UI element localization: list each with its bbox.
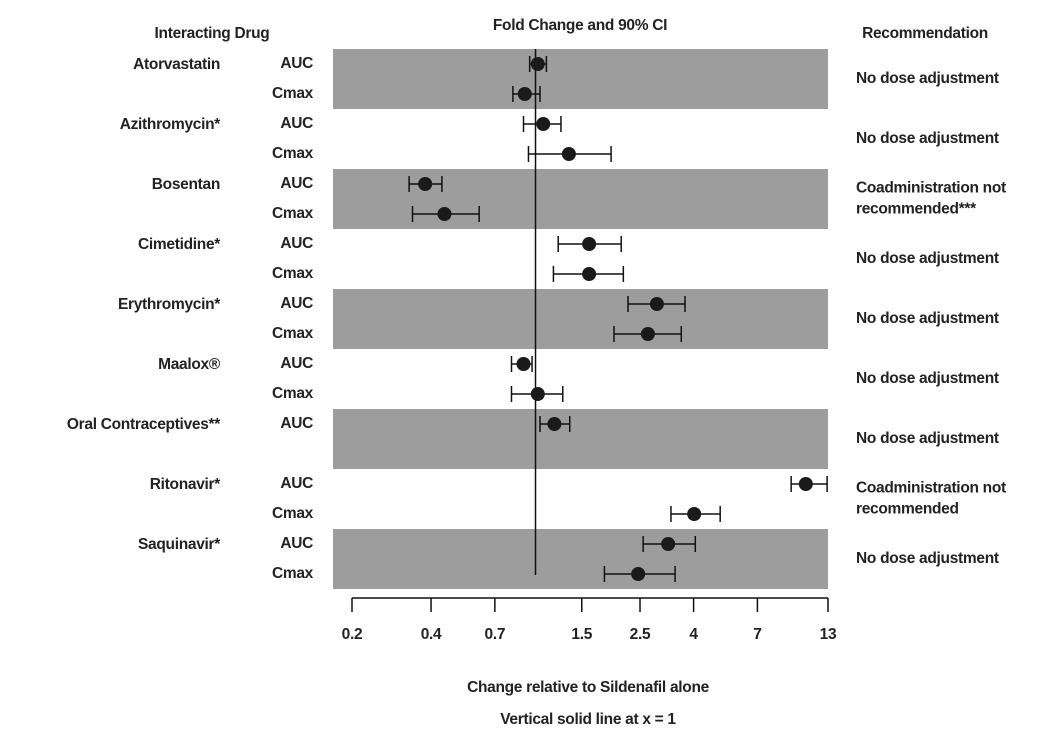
drug-label: Bosentan: [152, 176, 220, 193]
recommendation: recommended***: [856, 201, 977, 218]
x-tick-label: 2.5: [630, 626, 651, 643]
band: [333, 169, 828, 229]
point-estimate: [530, 57, 545, 71]
point-estimate: [516, 357, 531, 371]
measure-label: Cmax: [272, 85, 314, 102]
measure-label: Cmax: [272, 505, 314, 522]
chart-title: Fold Change and 90% CI: [493, 17, 667, 34]
point-estimate: [649, 297, 664, 311]
measure-label: Cmax: [272, 385, 314, 402]
measure-label: AUC: [280, 55, 313, 72]
point-estimate: [640, 327, 655, 341]
recommendation: No dose adjustment: [856, 370, 999, 387]
x-tick-label: 1.5: [571, 626, 592, 643]
recommendation: No dose adjustment: [856, 130, 999, 147]
point-estimate: [631, 567, 646, 581]
point-estimate: [687, 507, 702, 521]
measure-label: AUC: [280, 175, 313, 192]
point-estimate: [798, 477, 813, 491]
measure-label: Cmax: [272, 145, 314, 162]
measure-label: AUC: [280, 415, 313, 432]
note: Vertical solid line at x = 1: [500, 711, 676, 728]
recommendation: recommended: [856, 501, 959, 518]
drug-header: Interacting Drug: [155, 25, 270, 42]
point-estimate: [561, 147, 576, 161]
recommendation: No dose adjustment: [856, 430, 999, 447]
recommendation: Coadministration not: [856, 180, 1006, 197]
recommendation: Coadministration not: [856, 480, 1006, 497]
point-estimate: [661, 537, 676, 551]
x-axis-label: Change relative to Sildenafil alone: [467, 679, 710, 696]
measure-label: AUC: [280, 235, 313, 252]
x-tick-label: 0.7: [485, 626, 506, 643]
point-estimate: [547, 417, 562, 431]
band: [333, 49, 828, 109]
recommendation: No dose adjustment: [856, 550, 999, 567]
measure-label: Cmax: [272, 265, 314, 282]
measure-label: AUC: [280, 475, 313, 492]
x-tick-label: 0.4: [421, 626, 442, 643]
recommendation: No dose adjustment: [856, 310, 999, 327]
recommendation: No dose adjustment: [856, 250, 999, 267]
measure-label: Cmax: [272, 205, 314, 222]
measure-label: AUC: [280, 115, 313, 132]
measure-label: AUC: [280, 535, 313, 552]
x-tick-label: 13: [820, 626, 837, 643]
drug-label: Cimetidine*: [138, 236, 221, 253]
recommendation-header: Recommendation: [862, 25, 988, 42]
band: [333, 529, 828, 589]
point-estimate: [582, 267, 597, 281]
drug-label: Saquinavir*: [138, 536, 221, 553]
measure-label: AUC: [280, 355, 313, 372]
measure-label: Cmax: [272, 565, 314, 582]
band: [333, 409, 828, 469]
drug-label: Oral Contraceptives**: [67, 416, 221, 433]
point-estimate: [418, 177, 433, 191]
drug-label: Atorvastatin: [133, 56, 220, 73]
x-tick-label: 4: [689, 626, 698, 643]
recommendation: No dose adjustment: [856, 70, 999, 87]
measure-label: Cmax: [272, 325, 314, 342]
point-estimate: [530, 387, 545, 401]
x-tick-label: 0.2: [342, 626, 363, 643]
point-estimate: [582, 237, 597, 251]
drug-label: Erythromycin*: [118, 296, 221, 313]
point-estimate: [517, 87, 532, 101]
drug-label: Ritonavir*: [150, 476, 221, 493]
measure-label: AUC: [280, 295, 313, 312]
point-estimate: [437, 207, 452, 221]
drug-label: Azithromycin*: [120, 116, 222, 133]
point-estimate: [536, 117, 551, 131]
band: [333, 289, 828, 349]
drug-label: Maalox®: [158, 356, 221, 373]
x-tick-label: 7: [753, 626, 761, 643]
